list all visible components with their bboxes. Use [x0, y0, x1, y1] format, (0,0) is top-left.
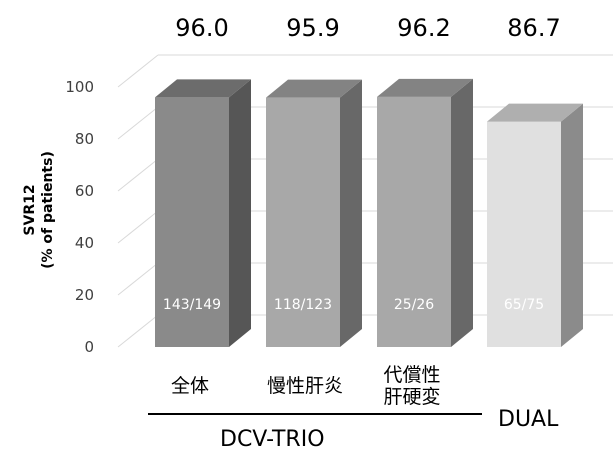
- bar-side-3: [451, 78, 473, 347]
- value-labels: 96.0 95.9 96.2 86.7: [175, 14, 560, 42]
- value-label-4: 86.7: [507, 14, 560, 42]
- bar-count-label-3: 25/26: [394, 297, 434, 313]
- bar-side-1: [229, 79, 251, 348]
- group-label-dcv-trio: DCV-TRIO: [220, 427, 325, 452]
- group-bracket-line: [148, 413, 482, 415]
- category-label-1: 全体: [170, 375, 209, 397]
- bar-front-3: [377, 96, 451, 347]
- value-label-1: 96.0: [175, 14, 228, 42]
- value-label-3: 96.2: [397, 14, 450, 42]
- bar-top-4: [487, 103, 583, 122]
- category-label-3: 代償性 肝硬変: [372, 364, 452, 408]
- bar-count-label-2: 118/123: [274, 297, 332, 313]
- y-axis-title: SVR12 (% of patients): [14, 151, 64, 269]
- y-tick-label-20: 20: [75, 286, 94, 304]
- category-label-3-line-2: 肝硬変: [383, 386, 441, 408]
- bar-side-2: [340, 79, 362, 347]
- bar-3: 25/26: [377, 78, 473, 347]
- gridline-depth-0: [117, 314, 159, 348]
- gridline-depth-60: [117, 158, 159, 192]
- y-tick-label-80: 80: [75, 130, 94, 148]
- y-axis-title-line-2: (% of patients): [40, 151, 56, 269]
- bar-front-4: [487, 121, 561, 347]
- bar-1: 143/149: [155, 79, 251, 348]
- gridline-depth-40: [117, 210, 159, 244]
- y-tick-label-100: 100: [65, 78, 94, 96]
- bars: 143/149 118/123 25/26 65/75: [155, 78, 583, 348]
- group-label-dual: DUAL: [498, 407, 559, 432]
- category-label-2: 慢性肝炎: [266, 375, 343, 397]
- y-tick-label-40: 40: [75, 234, 94, 252]
- y-axis-ticks: 0 20 40 60 80 100: [65, 78, 94, 356]
- gridline-depth-100: [117, 54, 159, 88]
- gridline-depth-20: [117, 262, 159, 296]
- value-label-2: 95.9: [286, 14, 339, 42]
- y-tick-label-60: 60: [75, 182, 94, 200]
- bar-front-2: [266, 97, 340, 347]
- bar-count-label-4: 65/75: [504, 297, 544, 313]
- gridline-depth-80: [117, 106, 159, 140]
- bar-front-1: [155, 97, 229, 348]
- bar-4: 65/75: [487, 103, 583, 347]
- y-axis-title-line-1: SVR12: [22, 184, 38, 236]
- bar-top-2: [266, 79, 362, 98]
- bar-top-3: [377, 78, 473, 97]
- category-label-3-line-1: 代償性: [383, 364, 441, 386]
- y-tick-label-0: 0: [84, 338, 94, 356]
- bar-count-label-1: 143/149: [163, 297, 221, 313]
- bar-2: 118/123: [266, 79, 362, 347]
- bar-top-1: [155, 79, 251, 98]
- bar-side-4: [561, 103, 583, 347]
